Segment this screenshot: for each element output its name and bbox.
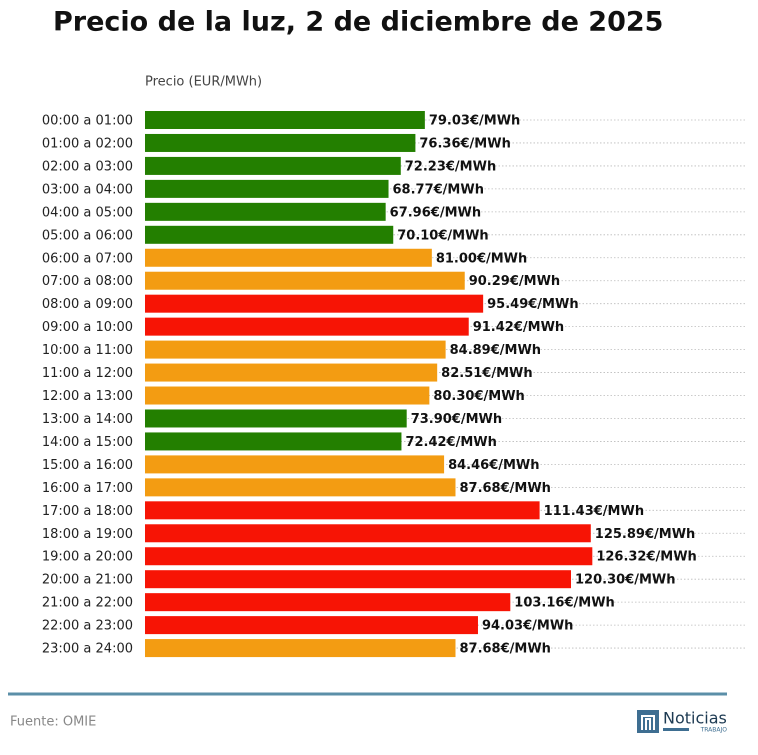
bar <box>145 616 478 635</box>
value-label: 73.90€/MWh <box>411 412 502 427</box>
y-tick-label: 09:00 a 10:00 <box>42 320 133 335</box>
value-label: 95.49€/MWh <box>487 297 578 312</box>
value-label: 70.10€/MWh <box>397 228 488 243</box>
y-tick-label: 22:00 a 23:00 <box>42 619 133 634</box>
value-label: 94.03€/MWh <box>482 619 573 634</box>
value-label: 76.36€/MWh <box>419 136 510 151</box>
y-tick-label: 04:00 a 05:00 <box>42 205 133 220</box>
y-tick-label: 18:00 a 19:00 <box>42 527 133 542</box>
value-label: 126.32€/MWh <box>596 550 697 565</box>
y-tick-label: 13:00 a 14:00 <box>42 412 133 427</box>
y-tick-label: 10:00 a 11:00 <box>42 343 133 358</box>
y-tick-label: 19:00 a 20:00 <box>42 550 133 565</box>
bar <box>145 294 484 313</box>
bar <box>145 202 386 221</box>
value-label: 67.96€/MWh <box>390 205 481 220</box>
logo-text: Noticias <box>663 709 727 728</box>
bar <box>145 133 416 152</box>
y-tick-label: 14:00 a 15:00 <box>42 435 133 450</box>
bar <box>145 179 389 198</box>
bar <box>145 386 430 405</box>
chart-title: Precio de la luz, 2 de diciembre de 2025 <box>53 7 663 38</box>
y-tick-label: 20:00 a 21:00 <box>42 573 133 588</box>
value-label: 125.89€/MWh <box>595 527 696 542</box>
value-label: 91.42€/MWh <box>473 320 564 335</box>
y-tick-label: 23:00 a 24:00 <box>42 642 133 657</box>
value-label: 87.68€/MWh <box>459 642 550 657</box>
y-tick-label: 03:00 a 04:00 <box>42 182 133 197</box>
axis-label: Precio (EUR/MWh) <box>145 75 262 90</box>
bar <box>145 478 456 497</box>
value-label: 72.42€/MWh <box>405 435 496 450</box>
y-tick-label: 16:00 a 17:00 <box>42 481 133 496</box>
logo-glyph <box>641 715 655 730</box>
y-tick-label: 01:00 a 02:00 <box>42 136 133 151</box>
value-label: 68.77€/MWh <box>393 182 484 197</box>
value-label: 79.03€/MWh <box>429 114 520 129</box>
value-label: 82.51€/MWh <box>441 366 532 381</box>
y-tick-label: 21:00 a 22:00 <box>42 596 133 611</box>
bar <box>145 111 425 129</box>
bar <box>145 524 591 543</box>
y-tick-label: 15:00 a 16:00 <box>42 458 133 473</box>
bar <box>145 317 469 336</box>
y-tick-label: 12:00 a 13:00 <box>42 389 133 404</box>
value-label: 84.89€/MWh <box>450 343 541 358</box>
bar <box>145 409 407 428</box>
bar <box>145 363 438 382</box>
value-label: 103.16€/MWh <box>514 596 615 611</box>
value-label: 87.68€/MWh <box>459 481 550 496</box>
value-label: 72.23€/MWh <box>405 159 496 174</box>
y-tick-label: 07:00 a 08:00 <box>42 274 133 289</box>
bar <box>145 501 540 520</box>
logo-subtext: TRABAJO <box>700 727 728 734</box>
value-label: 81.00€/MWh <box>436 251 527 266</box>
bar <box>145 340 446 359</box>
bar <box>145 156 401 175</box>
bar <box>145 570 572 589</box>
value-label: 90.29€/MWh <box>469 274 560 289</box>
bar <box>145 271 465 290</box>
y-tick-label: 08:00 a 09:00 <box>42 297 133 312</box>
bar <box>145 225 394 244</box>
source: Fuente: OMIE <box>10 715 96 730</box>
value-label: 120.30€/MWh <box>575 573 676 588</box>
value-label: 80.30€/MWh <box>433 389 524 404</box>
bar <box>145 593 511 612</box>
logo-icon <box>637 710 659 733</box>
bar <box>145 639 456 658</box>
y-tick-label: 05:00 a 06:00 <box>42 228 133 243</box>
y-tick-label: 06:00 a 07:00 <box>42 251 133 266</box>
y-tick-label: 00:00 a 01:00 <box>42 114 133 129</box>
logo-bar <box>663 728 689 731</box>
bar <box>145 432 402 451</box>
bar <box>145 248 432 267</box>
value-label: 84.46€/MWh <box>448 458 539 473</box>
y-tick-label: 11:00 a 12:00 <box>42 366 133 381</box>
value-label: 111.43€/MWh <box>544 504 645 519</box>
bar <box>145 547 593 566</box>
bar <box>145 455 445 474</box>
y-tick-label: 02:00 a 03:00 <box>42 159 133 174</box>
y-tick-label: 17:00 a 18:00 <box>42 504 133 519</box>
